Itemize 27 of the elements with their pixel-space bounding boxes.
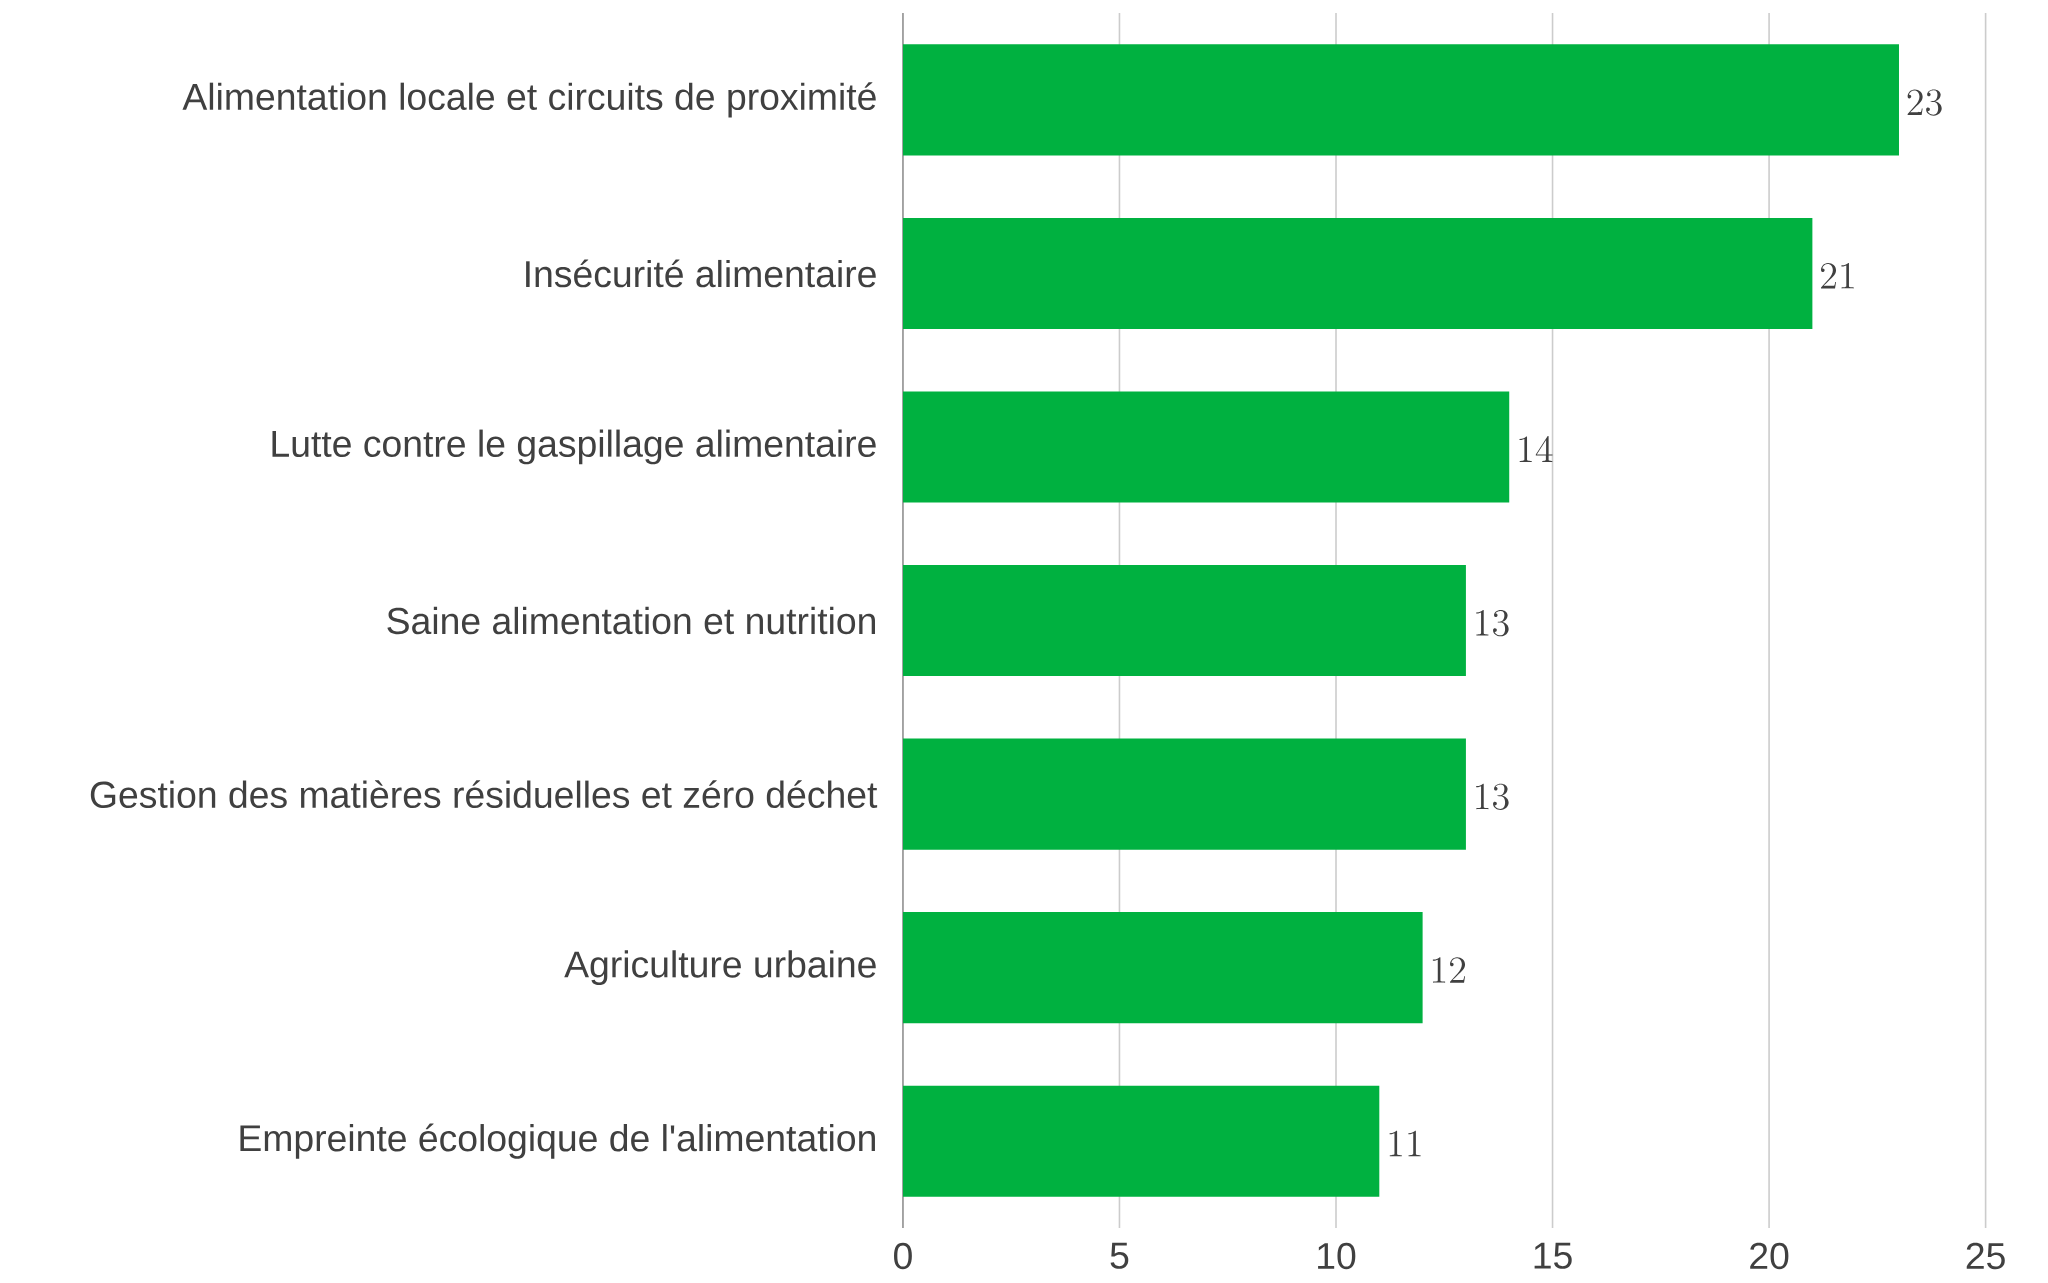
x-tick-label: 5 — [1110, 1242, 1129, 1269]
bar — [902, 738, 1466, 850]
y-tick-label: Insécurité alimentaire — [526, 259, 876, 288]
data-label: 14 — [1519, 436, 1553, 463]
y-tick-label: Gestion des matières résiduelles et zéro déchet — [90, 780, 878, 809]
y-tick-label: Agriculture urbaine — [564, 950, 876, 986]
data-label: 23 — [1907, 89, 1942, 116]
bar — [902, 217, 1813, 329]
x-tick-label: 25 — [1966, 1242, 2005, 1270]
data-label: 13 — [1476, 783, 1509, 810]
bar — [902, 912, 1423, 1024]
x-tick-label: 10 — [1318, 1242, 1356, 1270]
bar — [902, 1085, 1380, 1197]
y-tick-label: Alimentation locale et circuits de proximité — [182, 82, 876, 118]
data-label: 11 — [1389, 1130, 1421, 1157]
y-tick-label: Lutte contre le gaspillage alimentaire — [272, 429, 876, 465]
data-label: 12 — [1432, 957, 1466, 983]
data-label: 13 — [1476, 610, 1509, 637]
x-tick-label: 20 — [1750, 1242, 1789, 1270]
x-tick-label: 15 — [1534, 1242, 1572, 1269]
y-tick-label: Empreinte écologique de l'alimentation — [240, 1123, 875, 1159]
bar — [902, 44, 1899, 156]
bar — [902, 391, 1510, 503]
data-label: 21 — [1821, 262, 1854, 289]
x-tick-label: 0 — [894, 1242, 912, 1270]
bar — [902, 565, 1466, 677]
y-tick-label: Saine alimentation et nutrition — [387, 606, 876, 635]
